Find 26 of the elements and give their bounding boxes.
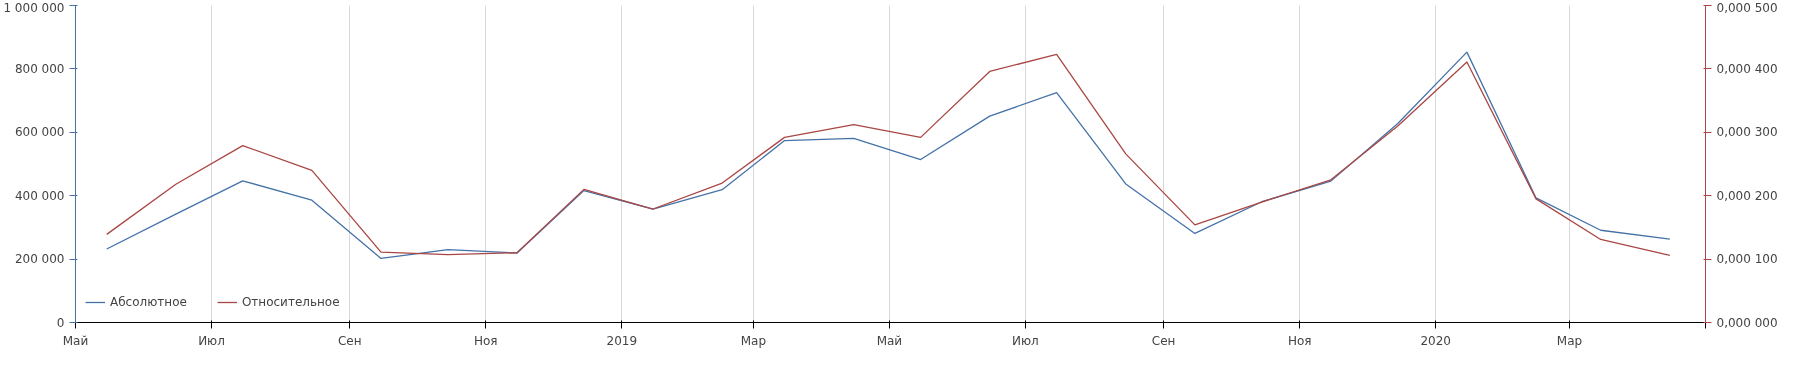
legend-label: Абсолютное (110, 295, 187, 309)
x-tick-label: Май (876, 333, 903, 348)
legend-label: Относительное (241, 295, 340, 309)
x-tick-label: Июл (198, 333, 225, 348)
x-tick-label: Май (62, 333, 89, 348)
x-tick-label: 2020 (1420, 333, 1451, 348)
y-tick-label: 1 000 000 (3, 0, 65, 15)
x-tick-label: Ноя (1287, 333, 1312, 348)
x-tick-label: Июл (1012, 333, 1039, 348)
x-tick-label: Мар (740, 333, 767, 348)
y2-tick-label: 0,000 100 (1716, 252, 1778, 267)
y2-tick-label: 0,000 200 (1716, 188, 1778, 203)
y2-tick-label: 0,000 400 (1716, 61, 1778, 76)
x-tick-label: Сен (337, 333, 362, 348)
y-tick-label: 600 000 (14, 125, 65, 140)
x-tick-label: Сен (1151, 333, 1176, 348)
x-tick-label: 2019 (606, 333, 638, 348)
y-tick-label: 400 000 (14, 188, 65, 203)
y-tick-label: 200 000 (14, 252, 65, 267)
y-tick-label: 800 000 (14, 61, 65, 76)
y-tick-label: 0 (56, 315, 65, 330)
y2-tick-label: 0,000 500 (1716, 0, 1778, 15)
y2-tick-label: 0,000 000 (1716, 315, 1778, 330)
x-tick-label: Мар (1556, 333, 1583, 348)
y2-tick-label: 0,000 300 (1716, 125, 1778, 140)
x-tick-label: Ноя (474, 333, 498, 348)
